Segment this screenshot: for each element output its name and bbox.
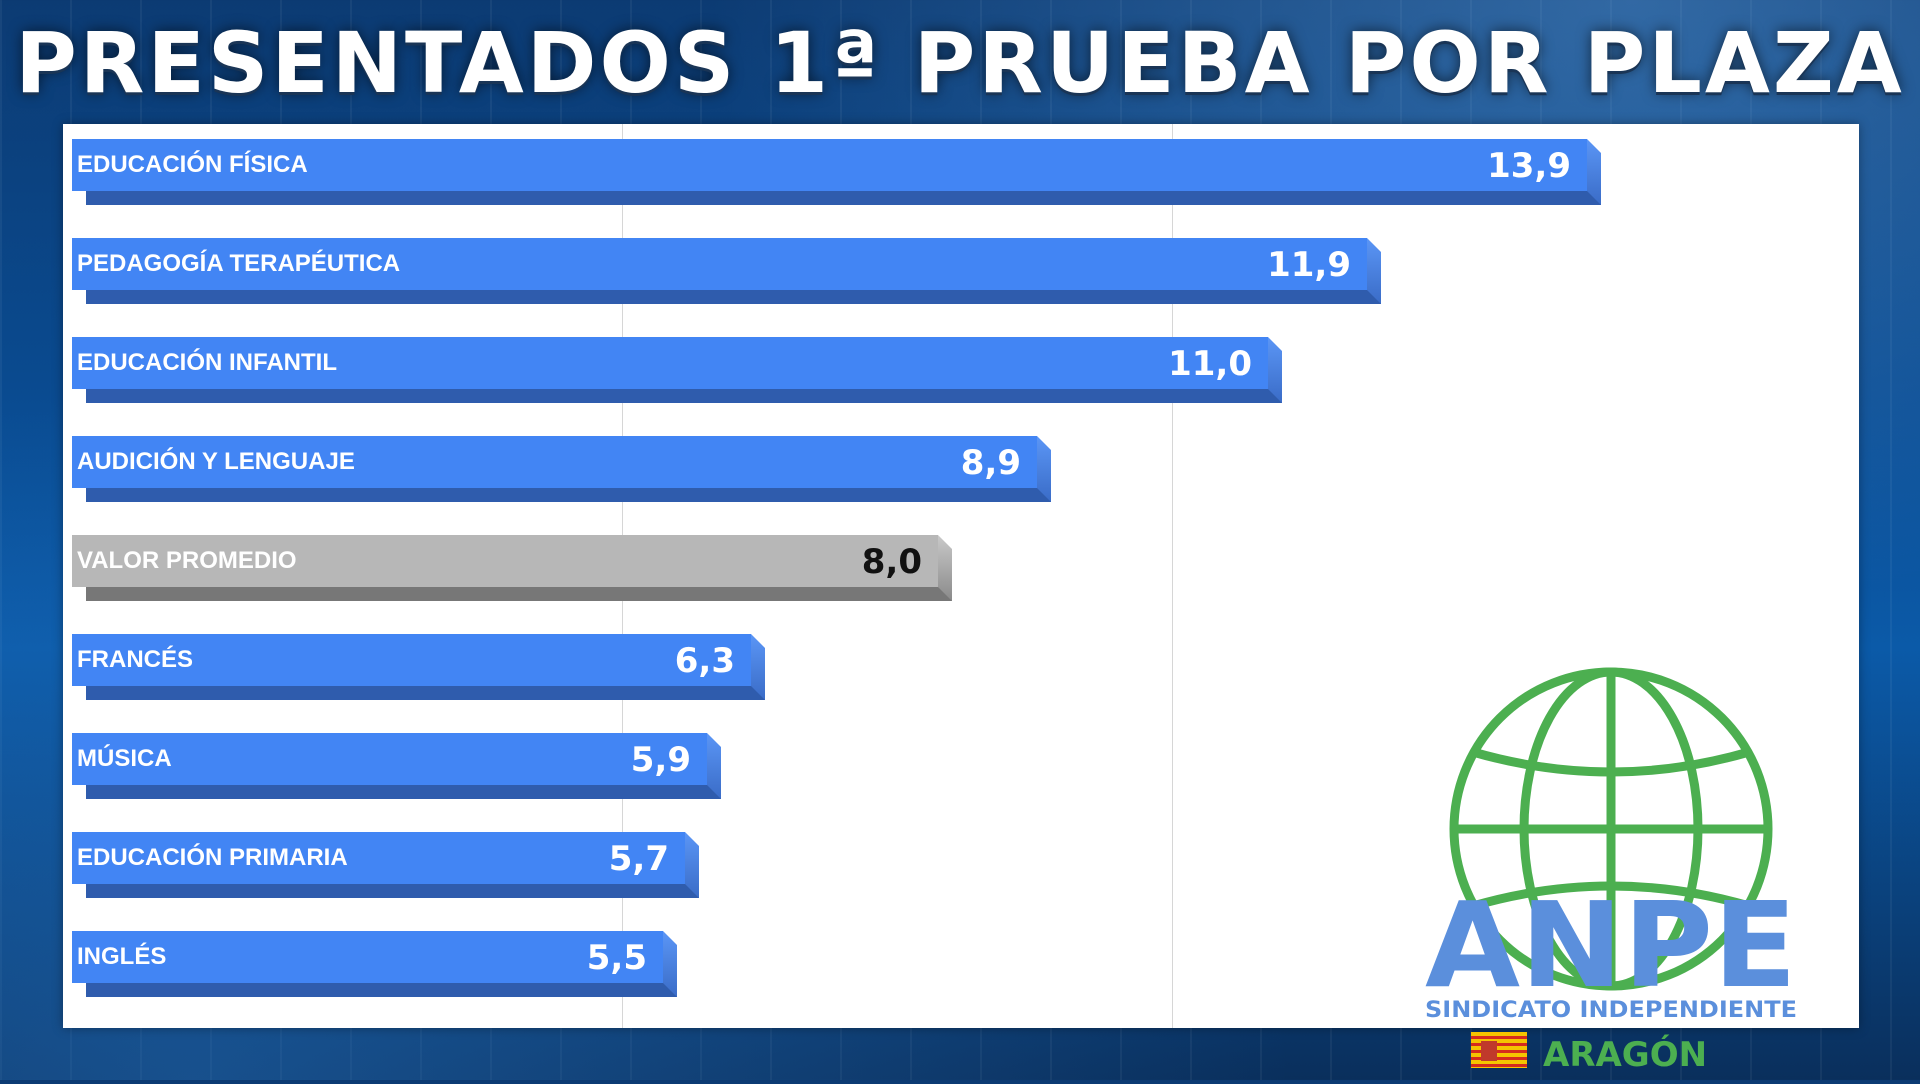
bar-value-label: 6,3 [674,641,735,681]
bar: INGLÉS 5,5 [72,931,677,997]
bar: EDUCACIÓN PRIMARIA 5,7 [72,832,699,898]
bar-depth-bottom [86,191,1601,205]
bar-depth-bottom [86,884,699,898]
bar-depth-side [1037,436,1051,502]
bar: FRANCÉS 6,3 [72,634,765,700]
bar-category-label: AUDICIÓN Y LENGUAJE [77,448,355,475]
bar: EDUCACIÓN FÍSICA 13,9 [72,139,1601,205]
bar-value-label: 5,9 [630,740,691,780]
bar-depth-bottom [86,389,1282,403]
bar-value-label: 8,0 [861,542,922,582]
bar-depth-bottom [86,686,765,700]
bar-category-label: INGLÉS [77,943,167,970]
logo-subtitle: SINDICATO INDEPENDIENTE [1425,998,1797,1023]
bar-depth-side [1367,238,1381,304]
bar-depth-side [938,535,952,601]
bar-depth-side [1268,337,1282,403]
bar-depth-side [751,634,765,700]
bar-category-label: MÚSICA [77,745,172,772]
bar: VALOR PROMEDIO 8,0 [72,535,952,601]
bar-value-label: 11,0 [1168,344,1252,384]
bar-face [72,931,663,983]
bar-category-label: EDUCACIÓN PRIMARIA [77,844,348,871]
bar-face [72,733,707,785]
bar-value-label: 13,9 [1487,146,1571,186]
bar: AUDICIÓN Y LENGUAJE 8,9 [72,436,1051,502]
bar-depth-bottom [86,983,677,997]
anpe-logo: ANPE SINDICATO INDEPENDIENTE ARAGÓN [1425,667,1797,1075]
bar-value-label: 5,5 [586,938,647,978]
bar-depth-bottom [86,488,1051,502]
bar-depth-side [663,931,677,997]
bar-depth-bottom [86,587,952,601]
bar-category-label: VALOR PROMEDIO [77,547,297,574]
bar-category-label: EDUCACIÓN INFANTIL [77,349,337,376]
grid-line [1172,124,1173,1028]
bar-category-label: PEDAGOGÍA TERAPÉUTICA [77,250,401,277]
bar-category-label: EDUCACIÓN FÍSICA [77,151,308,178]
bar-face [72,634,751,686]
aragon-flag-icon [1471,1032,1527,1068]
bar-value-label: 11,9 [1267,245,1351,285]
bar-depth-bottom [86,785,721,799]
bar-face [72,436,1037,488]
logo-region: ARAGÓN [1543,1034,1707,1075]
bar-depth-side [707,733,721,799]
bar-face [72,832,685,884]
bar-value-label: 5,7 [608,839,669,879]
bar: PEDAGOGÍA TERAPÉUTICA 11,9 [72,238,1381,304]
bar: MÚSICA 5,9 [72,733,721,799]
globe-icon [1449,667,1773,991]
bar-category-label: FRANCÉS [77,646,194,673]
bar-depth-bottom [86,290,1381,304]
bar-face [72,139,1587,191]
bar-face [72,238,1367,290]
bar-face [72,535,938,587]
page-title: PRESENTADOS 1ª PRUEBA POR PLAZA [15,14,1905,112]
bar-depth-side [1587,139,1601,205]
bar-depth-side [685,832,699,898]
bar-value-label: 8,9 [960,443,1021,483]
chart-panel: EDUCACIÓN FÍSICA 13,9 PEDAGOGÍA TERAPÉUTIC… [63,124,1859,1075]
bar: EDUCACIÓN INFANTIL 11,0 [72,337,1282,403]
logo-name: ANPE [1425,876,1797,1014]
bar-face [72,337,1268,389]
